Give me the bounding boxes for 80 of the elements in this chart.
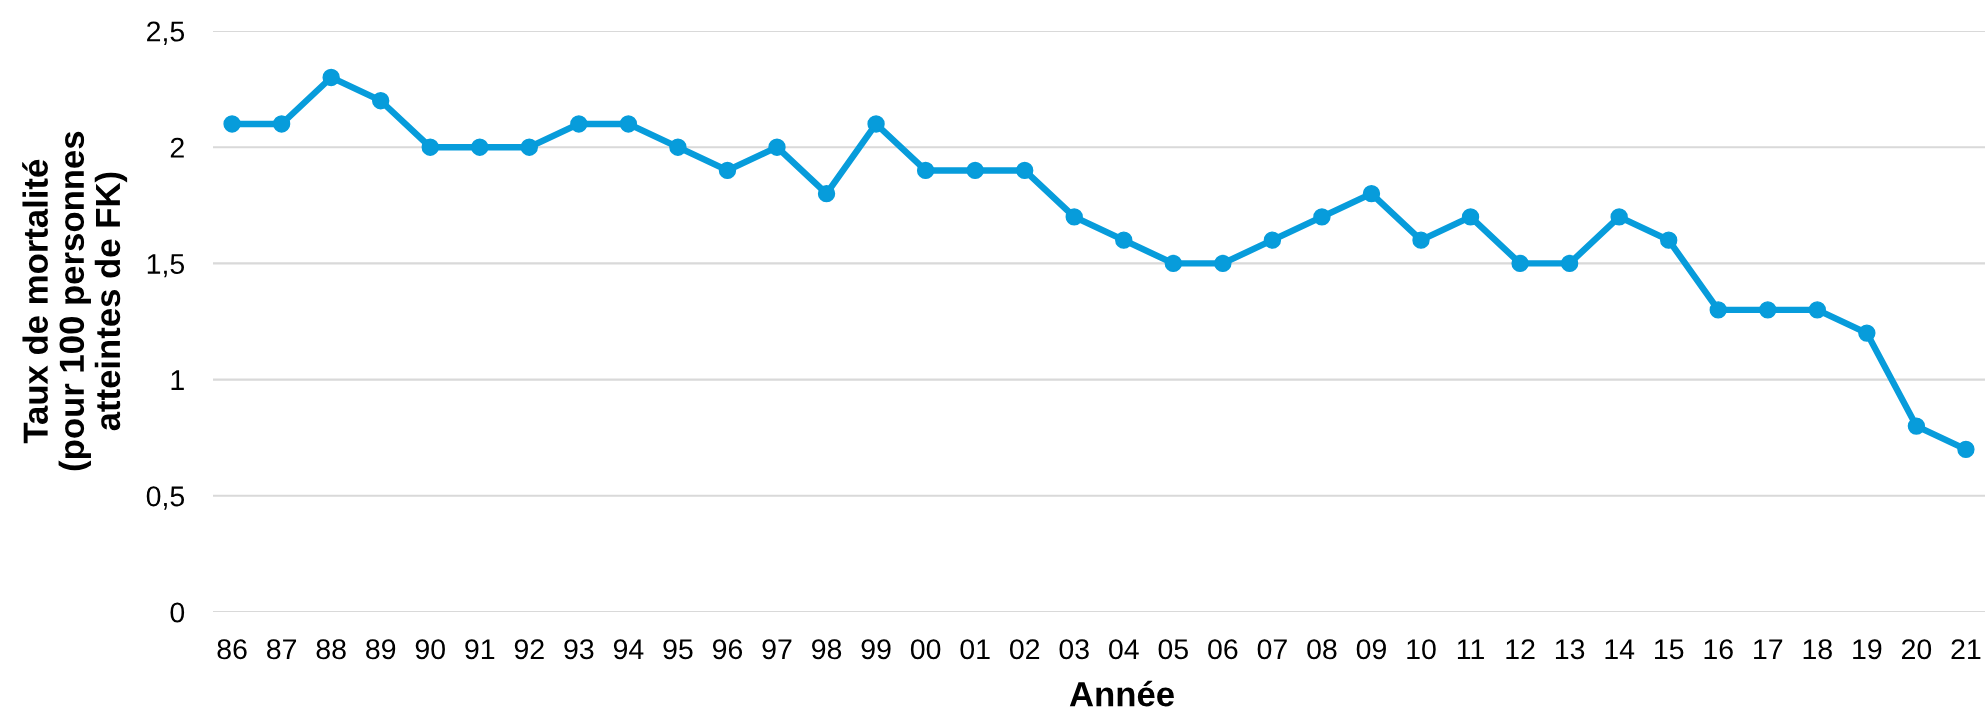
- x-tick-label: 90: [415, 639, 445, 660]
- x-axis-title: Année: [1069, 680, 1174, 707]
- x-tick-label: 97: [762, 639, 792, 660]
- y-tick-label: 1,5: [147, 254, 185, 278]
- x-tick-label: 09: [1356, 639, 1386, 660]
- x-tick-label: 20: [1901, 639, 1932, 660]
- point: [421, 138, 439, 156]
- x-tick-label: 18: [1803, 639, 1832, 660]
- x-tick-label: 06: [1208, 639, 1238, 660]
- x-tick-label: 92: [514, 639, 544, 660]
- x-tick-label: 11: [1457, 639, 1484, 660]
- x-tick-label: 88: [316, 639, 346, 660]
- x-tick-label: 10: [1407, 639, 1436, 660]
- point: [272, 115, 291, 133]
- x-tick-label: 19: [1853, 639, 1882, 660]
- point: [223, 115, 241, 133]
- point: [372, 92, 390, 110]
- x-tick-label: 07: [1257, 639, 1287, 660]
- x-tick-label: 89: [366, 639, 396, 660]
- point: [1660, 231, 1678, 249]
- x-tick-label: 86: [217, 639, 247, 660]
- x-tick-label: 21: [1951, 639, 1981, 660]
- point: [1016, 161, 1034, 180]
- y-tick-label: 0: [170, 602, 185, 623]
- point: [1313, 208, 1331, 226]
- point: [817, 184, 836, 203]
- point: [1412, 231, 1430, 249]
- y-tick-label: 2: [170, 137, 184, 158]
- point: [570, 115, 588, 133]
- point: [1610, 208, 1628, 226]
- x-tick-label: 93: [564, 639, 594, 660]
- x-tick-label: 03: [1059, 639, 1089, 660]
- x-tick-label: 15: [1655, 639, 1684, 660]
- x-tick-label: 05: [1158, 639, 1188, 660]
- x-tick-label: 04: [1109, 639, 1139, 660]
- point: [1709, 301, 1727, 319]
- y-axis-title: Taux de mortalité (pour 100 personnes atteintes de FK): [22, 131, 128, 471]
- point: [1560, 254, 1579, 273]
- point: [1759, 301, 1777, 319]
- point: [1214, 254, 1232, 273]
- point: [768, 138, 786, 156]
- x-tick-label: 95: [663, 639, 693, 660]
- point: [1263, 231, 1282, 249]
- x-tick-label: 02: [1009, 639, 1040, 660]
- point: [669, 138, 687, 156]
- point: [867, 115, 885, 133]
- point: [916, 161, 935, 180]
- point: [1164, 254, 1182, 273]
- point: [966, 161, 984, 180]
- point: [1461, 208, 1480, 226]
- point: [1065, 208, 1083, 226]
- x-tick-label: 08: [1307, 639, 1337, 660]
- point: [718, 161, 737, 180]
- y-tick-label: 1: [171, 370, 184, 390]
- x-tick-label: 99: [861, 639, 891, 660]
- x-tick-label: 91: [465, 639, 495, 660]
- x-tick-label: 94: [613, 639, 644, 660]
- x-tick-label: 98: [812, 639, 842, 660]
- point: [471, 138, 489, 156]
- x-tick-label: 14: [1605, 639, 1635, 660]
- point: [1115, 231, 1133, 249]
- point: [1511, 254, 1529, 273]
- point: [520, 138, 538, 156]
- x-tick-label: 13: [1555, 639, 1585, 660]
- x-tick-label: 00: [910, 639, 941, 660]
- point: [322, 68, 340, 87]
- x-tick-label: 96: [712, 639, 743, 660]
- x-tick-label: 17: [1754, 639, 1783, 660]
- point: [1858, 324, 1876, 342]
- x-tick-label: 12: [1506, 639, 1535, 660]
- y-tick-label: 0,5: [146, 486, 185, 510]
- x-tick-label: 87: [267, 639, 297, 660]
- x-tick-label: 16: [1704, 639, 1733, 660]
- point: [1957, 440, 1975, 459]
- x-tick-label: 01: [960, 639, 990, 660]
- point: [1808, 301, 1826, 319]
- point: [619, 115, 638, 133]
- point: [1362, 184, 1381, 203]
- y-tick-label: 2,5: [147, 21, 185, 45]
- point: [1907, 417, 1926, 435]
